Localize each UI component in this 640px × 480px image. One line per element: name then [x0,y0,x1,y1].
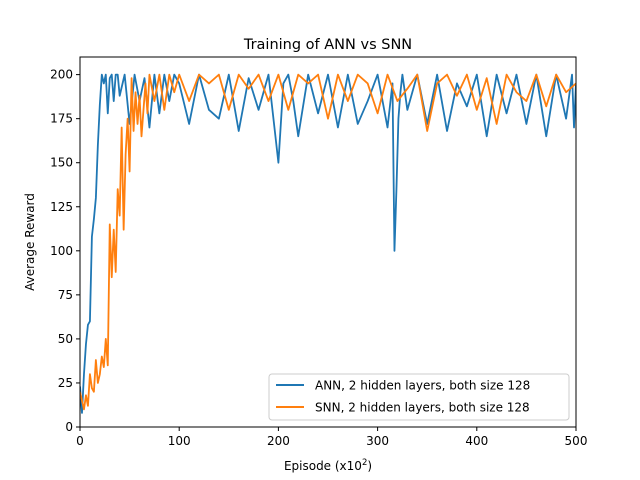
y-axis-label: Average Reward [23,193,37,291]
y-tick-label: 25 [58,376,73,390]
legend-box [268,373,570,421]
x-tick-label: 300 [366,434,389,448]
x-axis-label-close: ) [367,459,372,473]
chart-title: Training of ANN vs SNN [243,37,412,53]
y-tick-label: 0 [65,420,73,434]
y-tick-label: 50 [58,332,73,346]
y-tick-label: 200 [50,68,73,82]
x-axis-label-exponent: 2 [362,458,367,468]
y-tick-label: 100 [50,244,73,258]
x-tick-label: 500 [565,434,588,448]
legend: ANN, 2 hidden layers, both size 128 SNN,… [268,373,570,421]
legend-label-snn: SNN, 2 hidden layers, both size 128 [315,401,530,415]
x-axis-label: Episode (x102) [284,458,372,473]
x-tick-label: 0 [76,434,84,448]
x-tick-label: 200 [267,434,290,448]
x-axis-label-main: Episode (x10 [284,459,362,473]
series-snn-line [80,73,576,411]
x-tick-label: 100 [168,434,191,448]
plot-area [80,73,576,414]
y-tick-label: 150 [50,156,73,170]
series-ann-line [80,73,576,414]
x-tick-label: 400 [465,434,488,448]
y-tick-label: 175 [50,112,73,126]
y-axis: 0 25 50 75 100 125 150 175 200 [50,68,80,434]
x-axis: 0 100 200 300 400 500 [76,427,587,448]
y-tick-label: 125 [50,200,73,214]
legend-label-ann: ANN, 2 hidden layers, both size 128 [315,379,530,393]
plot-frame [79,56,577,428]
y-tick-label: 75 [58,288,73,302]
